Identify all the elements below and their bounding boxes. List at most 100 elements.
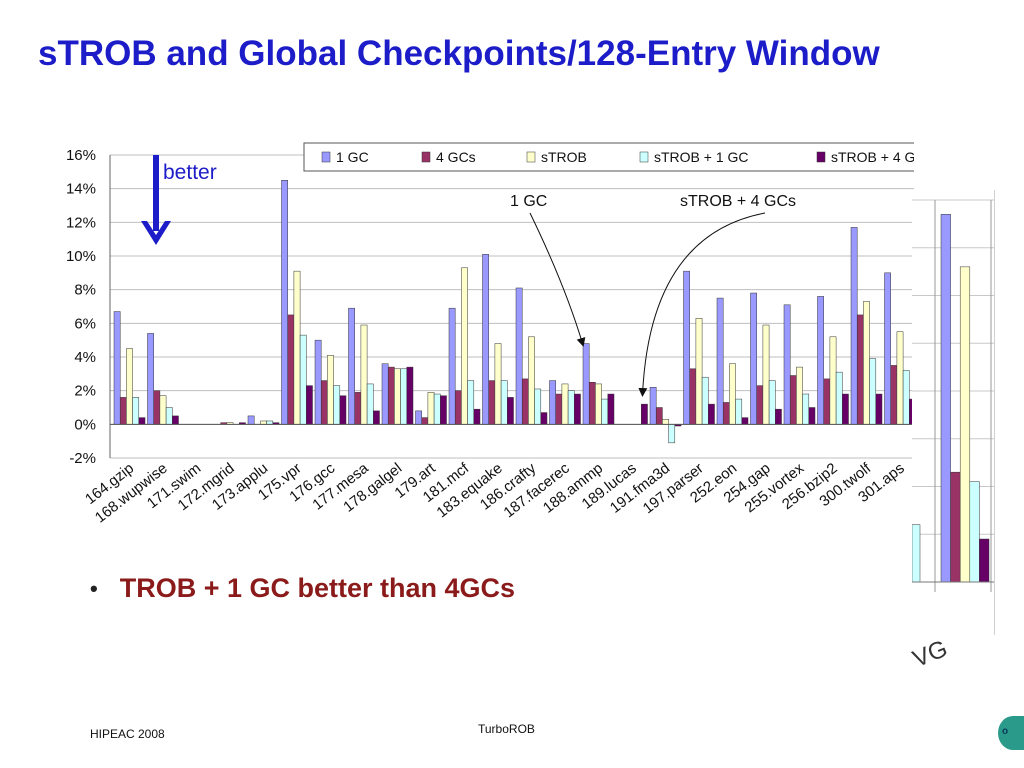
bar-1 bbox=[119, 397, 127, 425]
bar-chart-svg: -2%0%2%4%6%8%10%12%14%16%164.gzip168.wup… bbox=[66, 142, 914, 527]
inset-bar-2 bbox=[959, 266, 971, 583]
bar-3 bbox=[567, 390, 575, 425]
legend-label: 4 GCs bbox=[436, 149, 476, 165]
bar-1 bbox=[722, 402, 730, 425]
bar-2 bbox=[394, 368, 401, 425]
bar-4 bbox=[473, 408, 481, 425]
bar-1 bbox=[488, 380, 496, 425]
bar-3 bbox=[835, 371, 843, 425]
y-tick-label: 0% bbox=[74, 416, 96, 433]
y-tick-label: 8% bbox=[74, 282, 96, 299]
bar-1 bbox=[856, 314, 864, 425]
bar-3 bbox=[902, 370, 910, 425]
bar-2 bbox=[762, 324, 770, 425]
bar-0 bbox=[850, 227, 858, 425]
bar-4 bbox=[507, 397, 514, 425]
bar-0 bbox=[817, 296, 824, 425]
legend-swatch bbox=[421, 151, 431, 163]
bar-2 bbox=[159, 395, 167, 425]
bar-0 bbox=[448, 307, 456, 425]
footer-conference: HIPEAC 2008 bbox=[90, 727, 165, 741]
bar-2 bbox=[662, 419, 669, 425]
better-arrow-shaft bbox=[153, 155, 159, 231]
bar-1 bbox=[689, 368, 697, 425]
bar-3 bbox=[333, 385, 341, 425]
bar-0 bbox=[549, 380, 556, 425]
bar-1 bbox=[454, 390, 462, 425]
bar-2 bbox=[360, 324, 368, 425]
bar-0 bbox=[515, 287, 523, 425]
bar-3 bbox=[433, 393, 441, 425]
bar-4 bbox=[875, 393, 883, 425]
bar-0 bbox=[649, 387, 657, 425]
logo-icon: o bbox=[998, 716, 1024, 750]
bar-3 bbox=[132, 397, 140, 425]
bar-1 bbox=[287, 314, 295, 425]
bar-1 bbox=[555, 393, 563, 425]
inset-bar-3 bbox=[969, 481, 980, 583]
bar-3 bbox=[534, 388, 542, 425]
bar-1 bbox=[890, 365, 898, 425]
bar-4 bbox=[339, 395, 347, 425]
bar-2 bbox=[461, 267, 468, 425]
better-arrow-head bbox=[141, 221, 171, 245]
bar-4 bbox=[138, 417, 146, 425]
bar-2 bbox=[126, 348, 133, 425]
bar-3 bbox=[366, 383, 374, 425]
bar-3 bbox=[701, 376, 709, 425]
bar-1 bbox=[320, 380, 328, 425]
bar-4 bbox=[607, 393, 615, 425]
bar-0 bbox=[750, 292, 757, 425]
bar-1 bbox=[789, 375, 797, 425]
bar-4 bbox=[373, 410, 380, 425]
bar-0 bbox=[884, 272, 891, 425]
bar-1 bbox=[153, 390, 161, 425]
bar-1 bbox=[521, 378, 529, 425]
annotation-label: 1 GC bbox=[510, 193, 547, 210]
bar-2 bbox=[327, 355, 334, 425]
bar-0 bbox=[247, 415, 255, 425]
bar-3 bbox=[869, 358, 877, 425]
y-tick-label: 16% bbox=[66, 147, 96, 164]
bar-1 bbox=[823, 378, 831, 425]
bar-0 bbox=[683, 270, 690, 425]
bar-3 bbox=[802, 393, 810, 425]
inset-bar-4 bbox=[979, 538, 990, 583]
bar-1 bbox=[588, 382, 596, 425]
bar-2 bbox=[427, 392, 435, 425]
bar-3 bbox=[768, 380, 776, 425]
bar-4 bbox=[808, 407, 816, 425]
inset-chart-svg bbox=[912, 199, 994, 592]
bar-3 bbox=[467, 380, 475, 425]
bullet-item: • TROB + 1 GC better than 4GCs bbox=[90, 573, 515, 604]
bar-3 bbox=[400, 368, 408, 425]
bar-1 bbox=[421, 417, 429, 425]
bar-0 bbox=[314, 339, 322, 425]
bar-2 bbox=[528, 336, 535, 425]
bar-0 bbox=[147, 333, 154, 425]
bar-0 bbox=[482, 254, 489, 425]
bar-0 bbox=[716, 297, 724, 425]
y-tick-label: 12% bbox=[66, 214, 96, 231]
annotation-label: sTROB + 4 GCs bbox=[680, 193, 796, 210]
logo-fragment: o bbox=[1002, 726, 1009, 737]
inset-bar-1 bbox=[950, 471, 961, 583]
bar-3 bbox=[735, 398, 743, 425]
bar-0 bbox=[415, 410, 422, 425]
bar-3 bbox=[500, 380, 508, 425]
bar-4 bbox=[172, 415, 179, 425]
bullet-dot-icon: • bbox=[90, 575, 98, 601]
bar-0 bbox=[381, 363, 389, 425]
y-tick-label: 2% bbox=[74, 383, 96, 400]
legend-label: sTROB + 1 GC bbox=[654, 149, 749, 165]
legend-swatch bbox=[816, 151, 826, 163]
inset-neighbor-bar bbox=[912, 524, 921, 583]
benchmark-bar-chart: -2% 0% 2% 4% 6% 8% 10% 12% 14% 16% 164.gzip 168.wup… bbox=[30, 135, 914, 560]
y-tick-label: -2% bbox=[69, 450, 96, 467]
bar-2 bbox=[796, 366, 803, 425]
better-label: better bbox=[163, 161, 217, 184]
legend-swatch bbox=[526, 151, 536, 163]
y-tick-label: 10% bbox=[66, 248, 96, 265]
y-tick-label: 6% bbox=[74, 315, 96, 332]
bar-0 bbox=[582, 343, 590, 425]
